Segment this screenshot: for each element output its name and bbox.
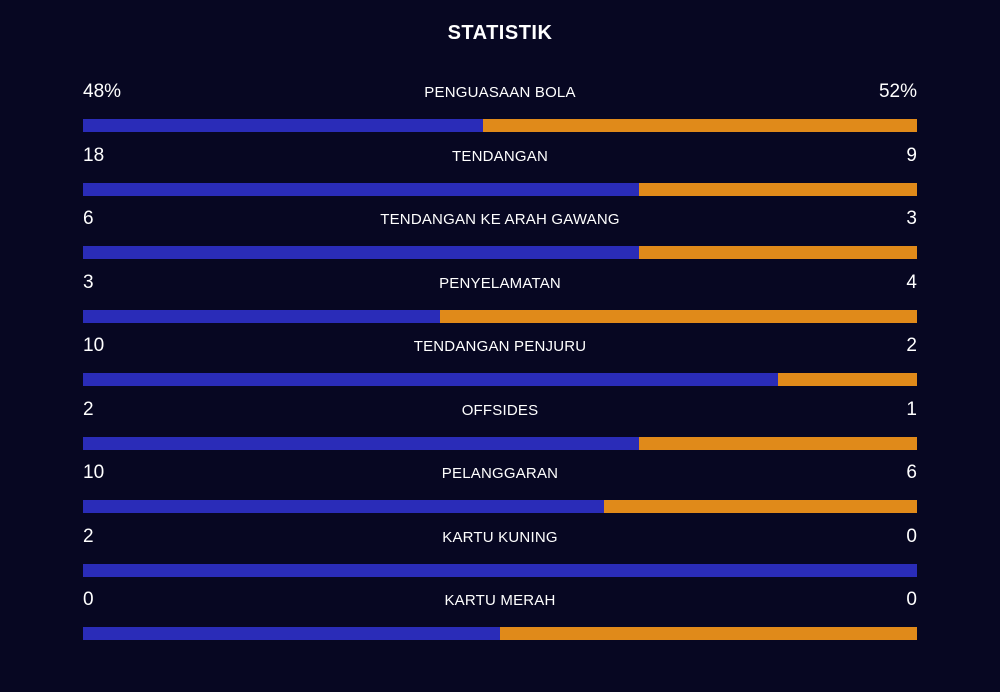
away-value: 2 xyxy=(906,335,917,356)
stat-label: OFFSIDES xyxy=(461,401,539,419)
home-bar xyxy=(83,182,640,196)
home-bar xyxy=(83,309,441,323)
comparison-bar xyxy=(83,373,917,386)
home-value: 6 xyxy=(83,208,94,229)
home-value: 10 xyxy=(83,335,105,356)
stat-label: TENDANGAN PENJURU xyxy=(413,338,587,355)
stat-row-offsides: 2 OFFSIDES 1 xyxy=(83,398,917,462)
stat-label: KARTU KUNING xyxy=(442,528,558,546)
away-bar xyxy=(500,627,917,640)
home-bar xyxy=(83,246,640,259)
away-bar xyxy=(639,246,917,259)
home-value: 10 xyxy=(83,462,105,483)
away-value: 6 xyxy=(906,462,917,483)
away-bar xyxy=(604,500,917,513)
comparison-bar xyxy=(83,182,917,196)
stat-label: TENDANGAN xyxy=(452,147,548,165)
away-value: 0 xyxy=(906,589,917,610)
comparison-bar xyxy=(83,627,917,640)
stat-label: PELANGGARAN xyxy=(441,465,559,482)
stat-row-corners: 10 TENDANGAN PENJURU 2 xyxy=(83,334,917,398)
stats-list: 48% PENGUASAAN BOLA 52% 18 TENDANGAN 9 6… xyxy=(83,80,917,652)
home-value: 3 xyxy=(83,271,94,293)
away-value: 4 xyxy=(906,271,917,293)
page-title: STATISTIK xyxy=(447,22,553,44)
away-value: 52% xyxy=(878,81,917,102)
stat-label: PENGUASAAN BOLA xyxy=(424,84,576,101)
comparison-bar xyxy=(83,436,917,450)
home-bar xyxy=(83,373,778,386)
away-value: 9 xyxy=(906,144,917,166)
home-bar xyxy=(83,500,605,513)
away-bar xyxy=(639,182,917,196)
home-value: 0 xyxy=(83,589,94,610)
stat-row-shots: 18 TENDANGAN 9 xyxy=(83,144,917,208)
away-value: 3 xyxy=(906,208,917,229)
comparison-bar xyxy=(83,309,917,323)
stat-row-yellow-cards: 2 KARTU KUNING 0 xyxy=(83,525,917,589)
stat-row-red-cards: 0 KARTU MERAH 0 xyxy=(83,588,917,652)
stat-row-possession: 48% PENGUASAAN BOLA 52% xyxy=(83,80,917,144)
home-value: 2 xyxy=(83,398,94,420)
stat-row-saves: 3 PENYELAMATAN 4 xyxy=(83,271,917,335)
home-value: 48% xyxy=(83,81,122,102)
comparison-bar xyxy=(83,119,917,132)
stat-label: TENDANGAN KE ARAH GAWANG xyxy=(380,211,620,228)
stat-row-shots-on-target: 6 TENDANGAN KE ARAH GAWANG 3 xyxy=(83,207,917,271)
stat-row-fouls: 10 PELANGGARAN 6 xyxy=(83,461,917,525)
stat-label: PENYELAMATAN xyxy=(439,274,561,292)
home-bar xyxy=(83,119,484,132)
away-bar xyxy=(639,436,917,450)
home-bar xyxy=(83,563,917,577)
home-value: 2 xyxy=(83,525,94,547)
away-bar xyxy=(777,373,917,386)
away-value: 0 xyxy=(906,525,917,547)
comparison-bar xyxy=(83,246,917,259)
home-value: 18 xyxy=(83,144,105,166)
comparison-bar xyxy=(83,563,917,577)
away-value: 1 xyxy=(906,398,917,420)
away-bar xyxy=(440,309,917,323)
stat-label: KARTU MERAH xyxy=(444,592,556,609)
comparison-bar xyxy=(83,500,917,513)
away-bar xyxy=(483,119,917,132)
home-bar xyxy=(83,436,640,450)
home-bar xyxy=(83,627,500,640)
